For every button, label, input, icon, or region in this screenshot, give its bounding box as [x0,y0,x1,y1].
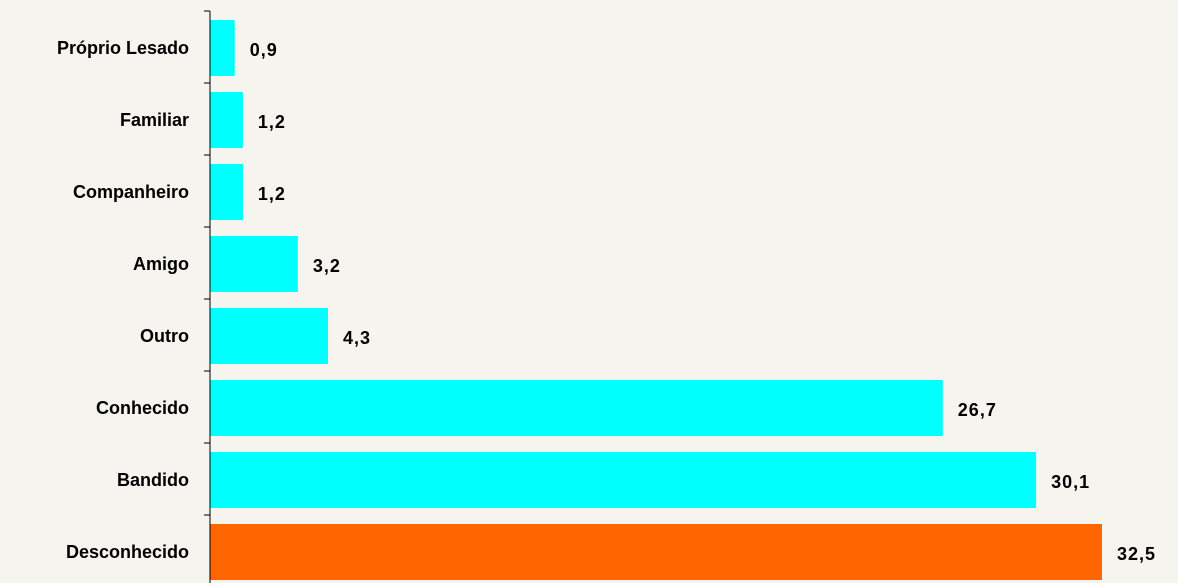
category-label: Desconhecido [66,542,189,562]
bar-familiar [210,92,243,148]
data-label: 0,9 [250,40,278,60]
bar-bandido [210,452,1037,508]
category-label: Companheiro [73,182,189,202]
bars-group [210,20,1102,580]
data-label: 4,3 [343,328,371,348]
bar-desconhecido [210,524,1102,580]
data-label: 1,2 [258,112,286,132]
data-label: 30,1 [1051,472,1090,492]
bar-amigo [210,236,298,292]
category-label: Amigo [133,254,189,274]
category-label: Familiar [120,110,189,130]
category-label: Próprio Lesado [57,38,189,58]
bar-companheiro [210,164,243,220]
data-label: 3,2 [313,256,341,276]
data-label: 32,5 [1117,544,1156,564]
data-label: 26,7 [958,400,997,420]
category-label: Conhecido [96,398,189,418]
category-label: Bandido [117,470,189,490]
y-axis [204,10,211,583]
data-label: 1,2 [258,184,286,204]
category-labels: Próprio Lesado Familiar Companheiro Amigo Ou… [57,38,189,562]
bar-próprio-lesado [210,20,235,76]
value-labels: 0,9 1,2 1,2 3,2 4,3 26,7 30,1 32,5 [250,40,1156,564]
category-label: Outro [140,326,189,346]
bar-outro [210,308,329,364]
bar-conhecido [210,380,943,436]
